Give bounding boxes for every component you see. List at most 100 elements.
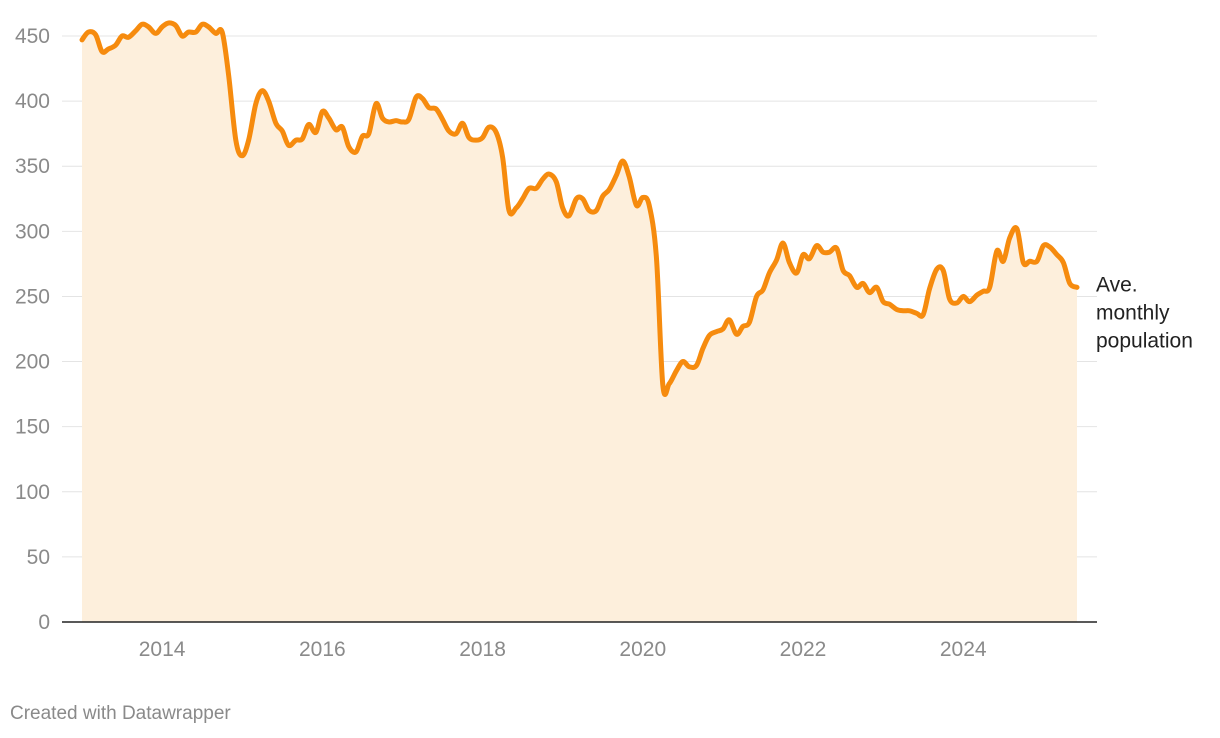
series-point — [947, 297, 952, 302]
y-tick-label: 100 — [15, 481, 50, 504]
series-point — [286, 143, 291, 148]
series-point — [93, 32, 98, 37]
series-point — [153, 31, 158, 36]
series-point — [346, 144, 351, 149]
series-point — [560, 205, 565, 210]
series-point — [1014, 226, 1019, 231]
series-point — [394, 118, 399, 123]
x-tick-label: 2024 — [940, 638, 987, 661]
series-point — [647, 203, 652, 208]
series-point — [660, 383, 665, 388]
series-point — [220, 30, 225, 35]
series-point — [734, 332, 739, 337]
series-point — [260, 88, 265, 93]
series-point — [674, 368, 679, 373]
series-point — [1054, 252, 1059, 257]
series-point — [280, 129, 285, 134]
series-point — [146, 24, 151, 29]
series-point — [1061, 260, 1066, 265]
series-point — [206, 24, 211, 29]
y-tick-label: 400 — [15, 90, 50, 113]
series-point — [1047, 244, 1052, 249]
series-point — [927, 286, 932, 291]
series-point — [854, 285, 859, 290]
series-point — [113, 43, 118, 48]
series-point — [921, 312, 926, 317]
series-point — [514, 205, 519, 210]
series-point — [520, 196, 525, 201]
series-point — [540, 177, 545, 182]
series-point — [987, 285, 992, 290]
series-point — [353, 149, 358, 154]
series-point — [507, 208, 512, 213]
series-label-line: monthly — [1096, 301, 1170, 324]
series-line — [79, 20, 1080, 397]
series-point — [694, 363, 699, 368]
series-point — [494, 130, 499, 135]
series-point — [760, 287, 765, 292]
series-point — [186, 30, 191, 35]
series-point — [687, 364, 692, 369]
series-point — [954, 300, 959, 305]
credit-text: Created with Datawrapper — [10, 703, 231, 724]
x-tick-label: 2020 — [619, 638, 666, 661]
series-point — [80, 37, 85, 42]
series-point — [814, 243, 819, 248]
series-point — [967, 299, 972, 304]
series-point — [1041, 243, 1046, 248]
series-point — [640, 195, 645, 200]
series-point — [400, 119, 405, 124]
y-tick-label: 150 — [15, 416, 50, 439]
series-point — [160, 24, 165, 29]
series-point — [166, 20, 171, 25]
line-chart: 0 50 100 150 200 250 300 350 400 450 2014 2016 2018… — [15, 20, 1193, 661]
series-point — [414, 95, 419, 100]
series-point — [1007, 235, 1012, 240]
series-point — [594, 208, 599, 213]
series-point — [534, 186, 539, 191]
series-point — [173, 23, 178, 28]
series-point — [213, 31, 218, 36]
series-point — [994, 248, 999, 253]
series-point — [273, 121, 278, 126]
series-point — [460, 121, 465, 126]
y-tick-label: 0 — [38, 611, 50, 634]
series-point — [500, 155, 505, 160]
series-point — [961, 294, 966, 299]
series-point — [200, 22, 205, 27]
series-point — [974, 293, 979, 298]
series-point — [547, 172, 552, 177]
series-point — [580, 196, 585, 201]
series-point — [426, 105, 431, 110]
series-point — [680, 359, 685, 364]
series-point — [907, 308, 912, 313]
series-point — [454, 131, 459, 136]
series-point — [233, 138, 238, 143]
series-point — [386, 119, 391, 124]
series-point — [1067, 281, 1072, 286]
series-point — [120, 34, 125, 39]
series-point — [380, 116, 385, 121]
y-tick-label: 350 — [15, 155, 50, 178]
series-point — [1075, 285, 1080, 290]
series-point — [867, 290, 872, 295]
series-point — [780, 241, 785, 246]
series-point — [834, 246, 839, 251]
series-point — [440, 117, 445, 122]
series-point — [914, 311, 919, 316]
series-point — [707, 333, 712, 338]
series-point — [801, 252, 806, 257]
series-point — [106, 47, 111, 52]
y-tick-label: 200 — [15, 351, 50, 374]
series-point — [934, 267, 939, 272]
y-tick-label: 250 — [15, 285, 50, 308]
series-point — [180, 34, 185, 39]
series-point — [293, 138, 298, 143]
series-point — [480, 135, 485, 140]
series-point — [140, 22, 145, 27]
series-point — [620, 159, 625, 164]
series-point — [894, 307, 899, 312]
series-point — [466, 135, 471, 140]
series-point — [486, 125, 491, 130]
series-point — [306, 122, 311, 127]
